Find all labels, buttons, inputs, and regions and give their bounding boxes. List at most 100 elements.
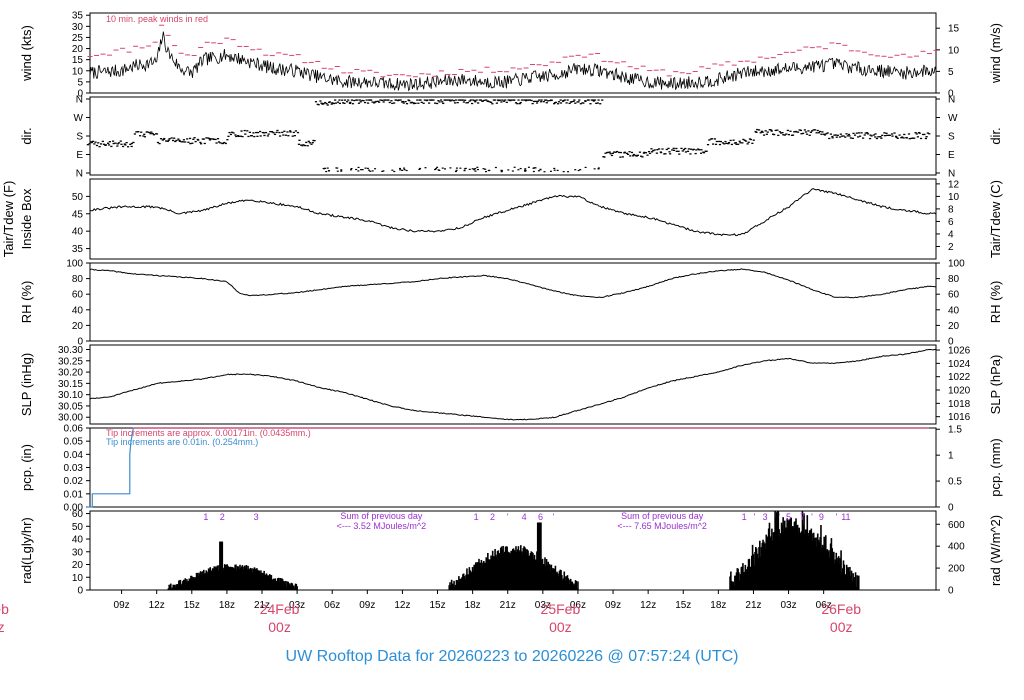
dir-mark	[880, 137, 883, 139]
dir-mark	[334, 99, 337, 101]
dir-mark	[166, 140, 169, 142]
right-tick-label: 0	[948, 337, 954, 348]
dir-mark	[90, 141, 93, 144]
dir-mark	[419, 167, 422, 170]
dir-mark	[428, 102, 431, 104]
dir-mark	[890, 133, 894, 135]
x-tick-label: 03z	[289, 600, 305, 611]
dir-mark	[556, 169, 559, 172]
dir-mark	[434, 102, 437, 104]
dir-mark	[884, 135, 887, 137]
dir-mark	[361, 169, 364, 171]
dir-mark	[215, 142, 218, 144]
left-tick-label: 30.15	[58, 379, 83, 390]
dir-mark	[744, 140, 748, 142]
day-label-date: eb	[0, 601, 9, 617]
dir-mark	[756, 128, 759, 131]
dir-mark	[370, 99, 373, 101]
y-axis-label-right: SLP (hPa)	[988, 355, 1003, 415]
panel-frame-temp	[89, 178, 937, 260]
dir-mark	[559, 102, 563, 104]
left-tick-label: 50	[72, 192, 84, 203]
dir-mark	[363, 101, 367, 104]
right-tick-label: 1.5	[948, 425, 962, 436]
dir-mark	[686, 150, 690, 152]
dir-mark	[653, 149, 656, 151]
dir-mark	[562, 171, 565, 173]
dir-mark	[447, 99, 450, 101]
dir-mark	[226, 139, 229, 141]
dir-mark	[793, 131, 796, 133]
right-tick-label: 12	[948, 179, 960, 190]
dir-mark	[743, 139, 746, 142]
dir-mark	[138, 135, 142, 137]
dir-mark	[747, 141, 750, 143]
dir-mark	[403, 167, 406, 169]
dir-mark	[741, 142, 744, 144]
dir-mark	[484, 170, 487, 173]
dir-mark	[619, 156, 622, 158]
dir-mark	[528, 99, 532, 101]
dir-mark	[412, 102, 415, 104]
dir-mark	[914, 132, 917, 134]
dir-mark	[331, 102, 334, 104]
dir-mark	[647, 150, 651, 153]
dir-mark	[401, 100, 405, 103]
dir-mark	[140, 131, 143, 133]
left-tick-label: 0.01	[64, 489, 84, 500]
dir-mark	[881, 134, 884, 137]
dir-mark	[252, 132, 255, 134]
dir-mark	[381, 99, 384, 102]
dir-mark	[813, 129, 817, 131]
dir-mark	[307, 140, 310, 142]
dir-mark	[162, 138, 165, 140]
dir-mark	[116, 143, 119, 145]
dir-mark	[559, 99, 562, 101]
dir-mark	[916, 136, 919, 138]
dir-mark	[632, 153, 635, 156]
left-tick-label: 20	[72, 44, 84, 55]
x-tick-label: 12z	[640, 600, 656, 611]
rad-hour-mark: 7	[800, 512, 805, 522]
dir-mark	[365, 99, 368, 101]
dir-mark	[684, 147, 687, 150]
dir-mark	[463, 170, 466, 172]
dir-mark	[133, 133, 136, 135]
rad-hour-mark: 3	[254, 512, 259, 522]
dir-mark	[402, 102, 405, 104]
dir-mark	[799, 129, 803, 132]
rad-hour-mark: 1	[474, 512, 479, 522]
dir-mark	[174, 140, 177, 143]
dir-mark	[574, 169, 577, 171]
right-tick-label: 0	[948, 503, 954, 514]
dir-mark	[915, 133, 918, 135]
dir-mark	[527, 99, 530, 101]
dir-mark	[454, 170, 457, 173]
panel-frame-wind	[89, 12, 937, 94]
day-label-date: 24Feb	[260, 601, 300, 617]
dir-mark	[391, 102, 394, 105]
dir-mark	[606, 151, 609, 154]
dir-mark	[287, 135, 290, 137]
dir-mark	[727, 141, 731, 144]
dir-mark	[439, 99, 443, 101]
x-tick-label: 09z	[359, 600, 375, 611]
dir-mark	[768, 129, 771, 131]
dir-mark	[723, 143, 726, 145]
right-tick-label: 1018	[948, 399, 971, 410]
dir-mark	[700, 149, 703, 151]
dir-mark	[395, 99, 398, 101]
dir-mark	[332, 102, 336, 105]
dir-mark	[712, 143, 715, 145]
dir-mark	[455, 167, 458, 169]
dir-mark	[293, 135, 296, 137]
dir-mark	[186, 138, 189, 140]
dir-mark	[891, 135, 894, 137]
dir-mark	[924, 137, 928, 140]
dir-mark	[817, 132, 820, 134]
dir-mark	[874, 133, 877, 135]
dir-mark	[851, 137, 854, 140]
dir-mark	[838, 136, 842, 138]
dir-mark	[465, 102, 468, 104]
dir-mark	[719, 140, 722, 143]
